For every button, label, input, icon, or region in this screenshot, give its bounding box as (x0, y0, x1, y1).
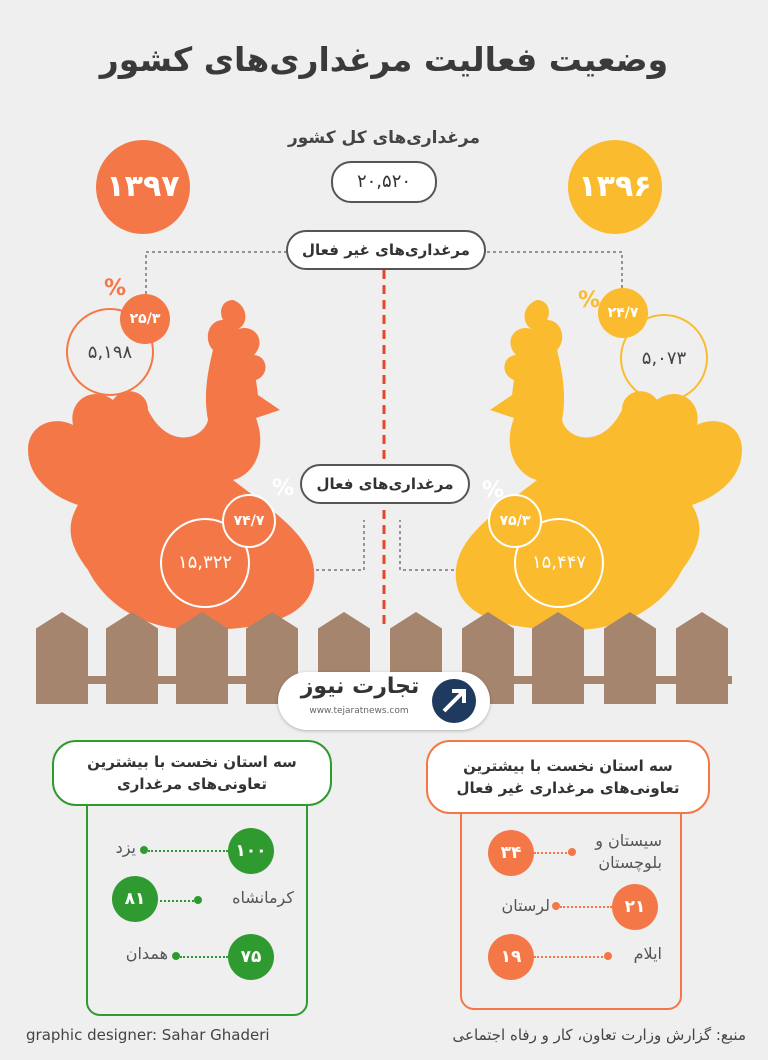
active-1397-value: ۱۵,۳۲۲ (160, 518, 250, 608)
dotted-connector (148, 850, 228, 852)
fence-post (604, 612, 656, 704)
percent-sign: % (104, 276, 127, 301)
dotted-connector (180, 956, 228, 958)
logo-mark-icon (432, 679, 476, 723)
active-provinces-title: سه استان نخست با بیشترین تعاونی‌های مرغد… (52, 740, 332, 806)
fence-post (176, 612, 228, 704)
inactive-province-value: ۱۹ (488, 934, 534, 980)
active-province-name: یزد (115, 838, 136, 857)
total-farms-label: مرغداری‌های کل کشور (287, 128, 480, 148)
active-province-value: ۸۱ (112, 876, 158, 922)
source-credit: منبع: گزارش وزارت تعاون، کار و رفاه اجتم… (452, 1026, 746, 1044)
active-province-value: ۱۰۰ (228, 828, 274, 874)
inactive-1396-value: ۵,۰۷۳ (620, 314, 708, 402)
logo-name: تجارت نیوز (300, 674, 420, 699)
active-farms-pill: مرغداری‌های فعال (300, 464, 470, 504)
active-province-name: کرمانشاه (232, 888, 294, 907)
page-title: وضعیت فعالیت مرغداری‌های کشور (99, 40, 669, 79)
fence-post (36, 612, 88, 704)
inactive-farms-pill: مرغداری‌های غیر فعال (286, 230, 486, 270)
active-1396-value: ۱۵,۴۴۷ (514, 518, 604, 608)
inactive-1396-pct: ۲۴/۷ (598, 288, 648, 338)
active-province-value: ۷۵ (228, 934, 274, 980)
fence-post (676, 612, 728, 704)
connector-dot (568, 848, 576, 856)
tejaratnews-logo: تجارت نیوز www.tejaratnews.com (278, 672, 490, 730)
inactive-1397-value: ۵,۱۹۸ (66, 308, 154, 396)
fence-post (532, 612, 584, 704)
dotted-connector (160, 900, 198, 902)
designer-credit: graphic designer: Sahar Ghaderi (26, 1026, 270, 1044)
active-1396-pct: ۷۵/۳ (488, 494, 542, 548)
inactive-1397-pct: ۲۵/۳ (120, 294, 170, 344)
inactive-province-value: ۲۱ (612, 884, 658, 930)
inactive-province-name: سیستان و بلوچستان (595, 831, 662, 872)
year-1396-badge: ۱۳۹۶ (568, 140, 662, 234)
active-province-name: همدان (125, 944, 168, 963)
connector-dot (194, 896, 202, 904)
percent-sign: % (482, 478, 505, 503)
active-1397-pct: ۷۴/۷ (222, 494, 276, 548)
connector-dot (172, 952, 180, 960)
inactive-province-name: ایلام (633, 944, 662, 963)
inactive-province-value: ۳۴ (488, 830, 534, 876)
dotted-connector (560, 906, 612, 908)
inactive-province-name: لرستان (501, 896, 550, 915)
connector-dot (604, 952, 612, 960)
dotted-connector (534, 852, 570, 854)
inactive-provinces-title: سه استان نخست با بیشترین تعاونی‌های مرغد… (426, 740, 710, 814)
dotted-connector (534, 956, 606, 958)
total-farms-value: ۲۰,۵۲۰ (331, 161, 437, 203)
fence-post (106, 612, 158, 704)
logo-url: www.tejaratnews.com (309, 706, 409, 716)
percent-sign: % (578, 288, 601, 313)
connector-dot (552, 902, 560, 910)
percent-sign: % (272, 476, 295, 501)
year-1397-badge: ۱۳۹۷ (96, 140, 190, 234)
connector-dot (140, 846, 148, 854)
